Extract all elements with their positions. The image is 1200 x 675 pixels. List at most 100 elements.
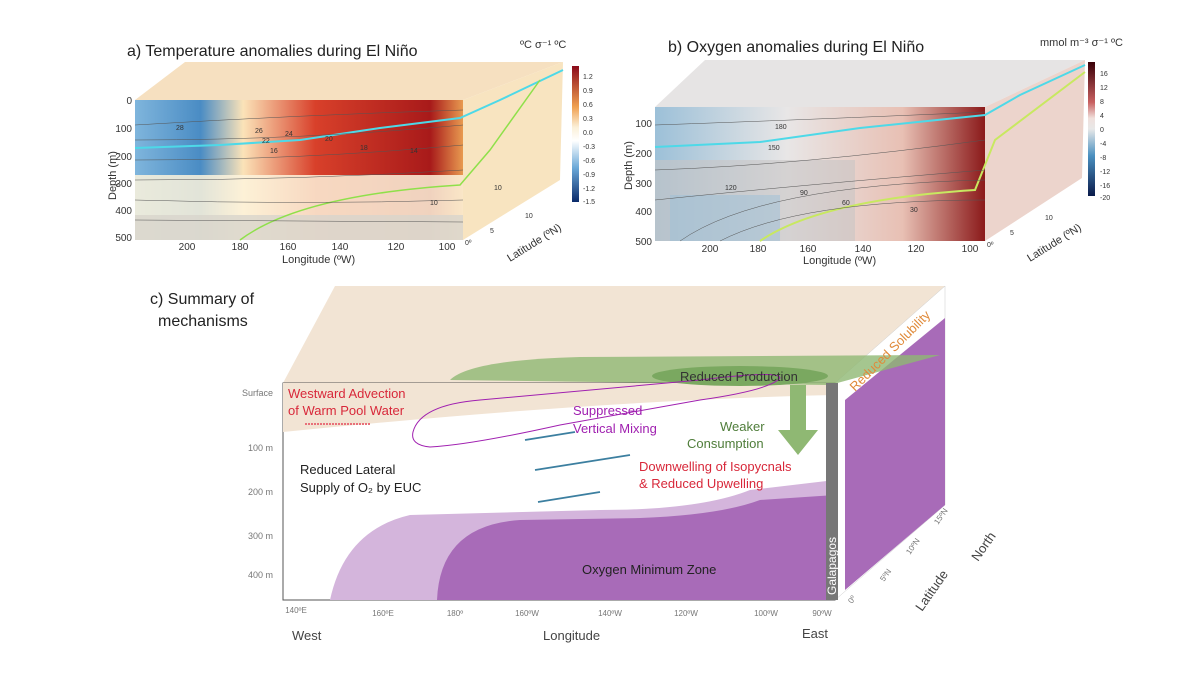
panel-a: a) Temperature anomalies during El Niño … <box>107 39 595 266</box>
svg-text:400: 400 <box>115 206 132 217</box>
weaker-consumption-arrow <box>778 385 818 455</box>
latitude-label: Latitude <box>912 567 951 614</box>
svg-text:200: 200 <box>115 152 132 163</box>
top-face <box>135 62 563 100</box>
svg-text:120ºW: 120ºW <box>674 609 698 618</box>
svg-text:Weaker: Weaker <box>720 419 765 434</box>
svg-text:0.9: 0.9 <box>583 88 593 95</box>
svg-text:4: 4 <box>1100 113 1104 120</box>
svg-text:10: 10 <box>1045 215 1053 222</box>
svg-text:0: 0 <box>126 96 132 107</box>
svg-text:10: 10 <box>430 200 438 207</box>
svg-text:160: 160 <box>280 242 297 253</box>
svg-text:200: 200 <box>635 149 652 160</box>
svg-text:100: 100 <box>115 124 132 135</box>
svg-text:60: 60 <box>842 200 850 207</box>
svg-text:14: 14 <box>410 148 418 155</box>
svg-text:100 m: 100 m <box>248 443 273 453</box>
colorbar-ticks: 1.2 0.9 0.6 0.3 0.0 -0.3 -0.6 -0.9 -1.2 -1.5 <box>583 74 595 206</box>
thermocline-line <box>654 64 1086 148</box>
suppressed-mixing-outline <box>412 373 781 448</box>
svg-text:18: 18 <box>360 145 368 152</box>
svg-text:-4: -4 <box>1100 141 1106 148</box>
panel-a-title: a) Temperature anomalies during El Niño <box>127 43 418 60</box>
lon-ticks: 140ºE 160ºE 180º 160ºW 140ºW 120ºW 100ºW 90º… <box>285 606 832 618</box>
svg-text:300: 300 <box>115 179 132 190</box>
svg-text:-8: -8 <box>1100 155 1106 162</box>
svg-text:100: 100 <box>439 242 456 253</box>
lon-ticks: 200 180 160 140 120 100 <box>179 242 456 253</box>
svg-text:16: 16 <box>1100 71 1108 78</box>
svg-text:16: 16 <box>270 148 278 155</box>
svg-text:12: 12 <box>1100 85 1108 92</box>
svg-text:-1.2: -1.2 <box>583 186 595 193</box>
lat-axis-label: Latitude (ºN) <box>1025 222 1084 265</box>
panel-b: b) Oxygen anomalies during El Niño mmol … <box>623 37 1123 267</box>
lat-ticks: 0º 5 10 <box>465 213 533 247</box>
svg-text:5: 5 <box>490 228 494 235</box>
svg-text:5ºN: 5ºN <box>878 567 893 583</box>
galapagos-bar <box>826 383 838 600</box>
svg-text:Reduced Lateral: Reduced Lateral <box>300 462 396 477</box>
panel-c: c) Summary of mechanisms Surface 100 m 20… <box>150 285 999 643</box>
oxygen-minimum-zone <box>437 495 835 600</box>
svg-text:Reduced Production: Reduced Production <box>680 369 798 384</box>
svg-text:180: 180 <box>232 242 249 253</box>
svg-text:300: 300 <box>635 179 652 190</box>
euc-arrows <box>524 431 631 503</box>
svg-text:100: 100 <box>635 119 652 130</box>
svg-text:180: 180 <box>775 124 787 131</box>
svg-text:0.6: 0.6 <box>583 102 593 109</box>
west-label: West <box>292 628 322 643</box>
y-axis-label: Depth (m) <box>107 151 119 200</box>
panel-a-units: ºC σ⁻¹ ºC <box>520 39 566 51</box>
oxycline-line <box>759 71 1086 242</box>
svg-text:400: 400 <box>635 207 652 218</box>
svg-text:10ºN: 10ºN <box>904 536 922 556</box>
svg-text:0.0: 0.0 <box>583 130 593 137</box>
svg-text:Consumption: Consumption <box>687 436 764 451</box>
svg-text:0º: 0º <box>987 242 994 249</box>
svg-text:Oxygen Minimum Zone: Oxygen Minimum Zone <box>582 562 716 577</box>
x-axis-label: Longitude (ºW) <box>803 255 876 267</box>
svg-text:140ºW: 140ºW <box>598 609 622 618</box>
svg-text:400 m: 400 m <box>248 570 273 580</box>
svg-text:10: 10 <box>494 185 502 192</box>
svg-text:Suppressed: Suppressed <box>573 403 642 418</box>
svg-text:160ºE: 160ºE <box>372 609 394 618</box>
svg-text:Downwelling of Isopycnals: Downwelling of Isopycnals <box>639 459 792 474</box>
svg-text:-16: -16 <box>1100 183 1110 190</box>
svg-text:Surface: Surface <box>242 388 273 398</box>
svg-text:28: 28 <box>176 125 184 132</box>
colorbar <box>1088 62 1095 196</box>
svg-text:140ºE: 140ºE <box>285 606 307 615</box>
longitude-label: Longitude <box>543 628 600 643</box>
lon-ticks: 200 180 160 140 120 100 <box>702 244 979 255</box>
svg-text:Westward Advection: Westward Advection <box>288 386 406 401</box>
svg-text:20: 20 <box>325 136 333 143</box>
svg-text:& Reduced Upwelling: & Reduced Upwelling <box>639 476 763 491</box>
svg-text:180º: 180º <box>447 609 463 618</box>
svg-text:160: 160 <box>800 244 817 255</box>
oxycline-line <box>239 79 541 241</box>
panel-c-title-2: mechanisms <box>158 313 248 330</box>
svg-text:300 m: 300 m <box>248 531 273 541</box>
panel-b-title: b) Oxygen anomalies during El Niño <box>668 39 924 56</box>
svg-text:120: 120 <box>908 244 925 255</box>
svg-text:-0.6: -0.6 <box>583 158 595 165</box>
svg-text:160ºW: 160ºW <box>515 609 539 618</box>
svg-text:8: 8 <box>1100 99 1104 106</box>
depth-ticks: 0 100 200 300 400 500 <box>115 96 132 244</box>
svg-text:-20: -20 <box>1100 195 1110 202</box>
x-axis-label: Longitude (ºW) <box>282 254 355 266</box>
svg-text:200 m: 200 m <box>248 487 273 497</box>
svg-text:180: 180 <box>750 244 767 255</box>
depth-ticks: 100 200 300 400 500 <box>635 119 652 248</box>
panel-c-title-1: c) Summary of <box>150 291 255 308</box>
svg-text:Supply of O₂ by EUC: Supply of O₂ by EUC <box>300 480 421 495</box>
svg-text:100: 100 <box>962 244 979 255</box>
svg-text:120: 120 <box>388 242 405 253</box>
warm-pool-layer <box>283 383 835 432</box>
side-face <box>985 60 1085 241</box>
